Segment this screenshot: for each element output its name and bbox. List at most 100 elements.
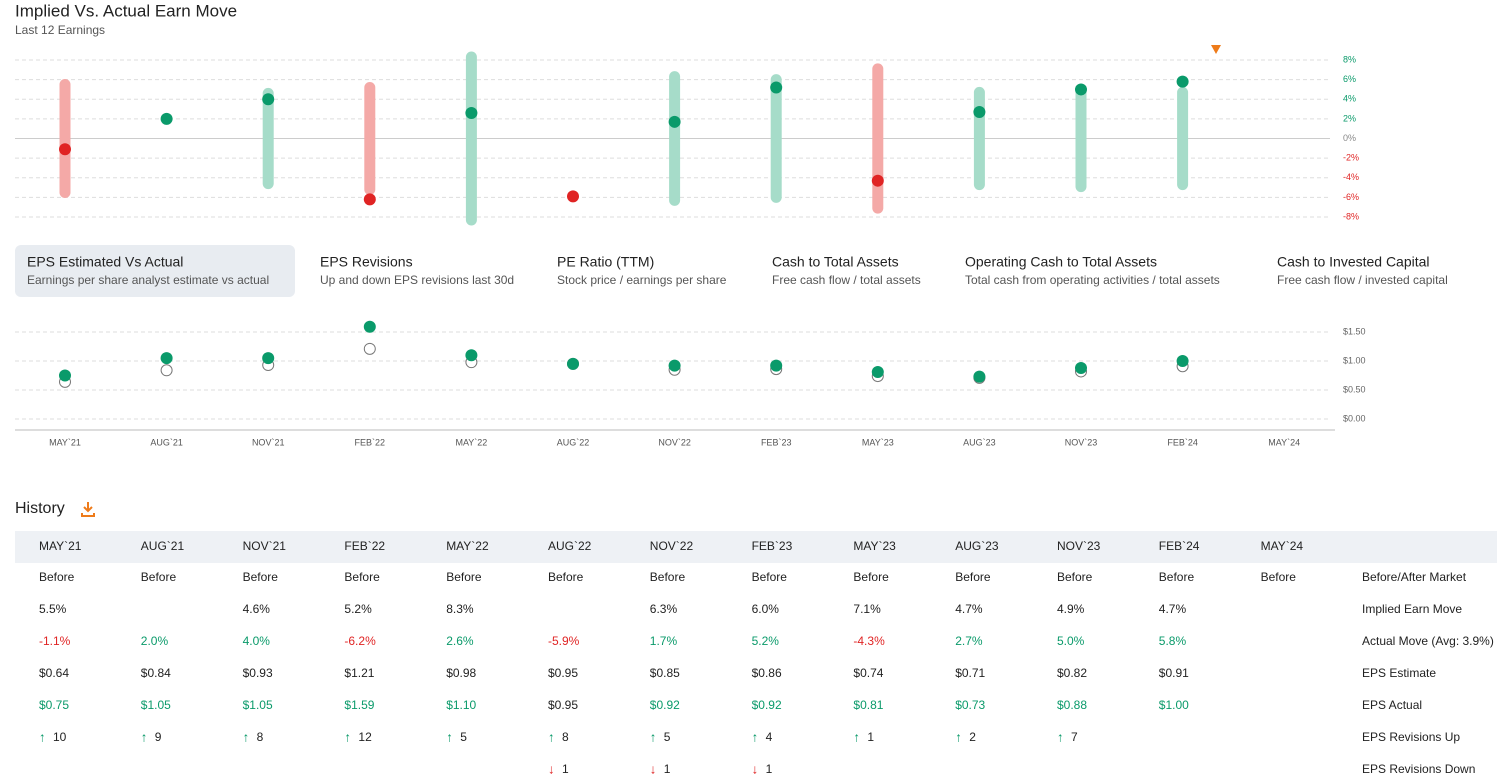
x-tick-label: MAY`24 — [1268, 437, 1300, 447]
table-cell: Before — [39, 570, 75, 584]
y-tick-label: $1.50 — [1343, 326, 1366, 336]
table-cell: $0.95 — [548, 666, 578, 680]
table-cell: 9 — [155, 730, 162, 744]
row-label: Implied Earn Move — [1362, 602, 1462, 616]
y-tick-label: 2% — [1343, 113, 1356, 123]
selected-tab-bg[interactable] — [15, 245, 295, 297]
table-cell: 8 — [562, 730, 569, 744]
arrow-icon: ↑ — [955, 729, 962, 744]
tab-subtitle[interactable]: Up and down EPS revisions last 30d — [320, 273, 514, 287]
actual-dot — [262, 352, 275, 365]
arrow-icon: ↑ — [243, 729, 250, 744]
y-tick-label: 0% — [1343, 133, 1356, 143]
table-cell: Before — [1057, 570, 1093, 584]
table-cell: Before — [1159, 570, 1195, 584]
table-cell: $0.71 — [955, 666, 985, 680]
x-tick-label: FEB`24 — [1167, 437, 1198, 447]
actual-dot — [1176, 75, 1189, 88]
table-cell: $0.64 — [39, 666, 69, 680]
tab-subtitle[interactable]: Free cash flow / total assets — [772, 273, 921, 287]
x-tick-label: FEB`22 — [355, 437, 386, 447]
y-tick-label: $0.50 — [1343, 384, 1366, 394]
tab-title[interactable]: Cash to Invested Capital — [1277, 254, 1430, 270]
table-cell: 4.6% — [243, 602, 271, 616]
table-cell: 5.5% — [39, 602, 67, 616]
column-header: AUG`21 — [141, 539, 185, 553]
actual-dot — [668, 115, 681, 128]
y-tick-label: -8% — [1343, 211, 1359, 221]
table-cell: $0.74 — [853, 666, 883, 680]
actual-dot — [363, 193, 376, 206]
tab-title[interactable]: PE Ratio (TTM) — [557, 254, 654, 270]
actual-dot — [363, 320, 376, 333]
actual-dot — [567, 190, 579, 203]
table-cell: 6.3% — [650, 602, 678, 616]
table-cell: 1 — [664, 762, 671, 776]
tab-title[interactable]: Cash to Total Assets — [772, 254, 899, 270]
y-tick-label: -6% — [1343, 192, 1359, 202]
arrow-icon: ↑ — [853, 729, 860, 744]
tab-title[interactable]: EPS Estimated Vs Actual — [27, 254, 183, 270]
actual-dot — [59, 143, 71, 156]
download-icon[interactable] — [81, 502, 95, 517]
table-cell: 5 — [664, 730, 671, 744]
table-cell: $1.05 — [141, 698, 171, 712]
title: Implied Vs. Actual Earn Move — [15, 1, 237, 20]
column-header: NOV`22 — [650, 539, 694, 553]
table-cell: 5.8% — [1159, 634, 1187, 648]
tab-title[interactable]: EPS Revisions — [320, 254, 413, 270]
row-label: Before/After Market — [1362, 570, 1467, 584]
actual-dot — [262, 93, 275, 106]
table-cell: $1.59 — [344, 698, 374, 712]
y-tick-label: $1.00 — [1343, 355, 1366, 365]
table-cell: Before — [548, 570, 584, 584]
actual-dot — [871, 366, 884, 379]
column-header: MAY`22 — [446, 539, 489, 553]
tab-subtitle[interactable]: Total cash from operating activities / t… — [965, 273, 1220, 287]
table-cell: 8.3% — [446, 602, 474, 616]
tab-title[interactable]: Operating Cash to Total Assets — [965, 254, 1157, 270]
table-cell: $0.75 — [39, 698, 69, 712]
tab-subtitle[interactable]: Free cash flow / invested capital — [1277, 273, 1448, 287]
table-cell: $0.82 — [1057, 666, 1087, 680]
table-cell: 2 — [969, 730, 976, 744]
table-cell: Before — [243, 570, 279, 584]
table-cell: 1 — [766, 762, 773, 776]
actual-dot — [1176, 355, 1189, 367]
tab-subtitle[interactable]: Earnings per share analyst estimate vs a… — [27, 273, 269, 287]
row-label: Actual Move (Avg: 3.9%) — [1362, 634, 1494, 648]
table-cell: $0.88 — [1057, 698, 1087, 712]
x-tick-label: NOV`21 — [252, 437, 285, 447]
table-cell: -4.3% — [853, 634, 885, 648]
actual-dot — [465, 106, 478, 119]
arrow-icon: ↑ — [446, 729, 453, 744]
table-cell: $0.85 — [650, 666, 680, 680]
tab-subtitle[interactable]: Stock price / earnings per share — [557, 273, 727, 287]
table-cell: Before — [853, 570, 889, 584]
table-cell: 7.1% — [853, 602, 881, 616]
table-cell: Before — [650, 570, 686, 584]
table-cell: 1.7% — [650, 634, 678, 648]
arrow-icon: ↑ — [650, 729, 657, 744]
actual-dot — [567, 357, 579, 370]
table-cell: Before — [955, 570, 991, 584]
column-header: AUG`23 — [955, 539, 999, 553]
y-tick-label: $0.00 — [1343, 413, 1366, 423]
table-cell: $1.10 — [446, 698, 476, 712]
actual-dot — [770, 359, 783, 372]
table-cell: 4.0% — [243, 634, 271, 648]
arrow-icon: ↑ — [548, 729, 555, 744]
table-cell: 1 — [562, 762, 569, 776]
arrow-icon: ↑ — [344, 729, 351, 744]
x-tick-label: AUG`21 — [150, 437, 183, 447]
table-cell: $0.95 — [548, 698, 578, 712]
table-cell: 2.0% — [141, 634, 169, 648]
table-cell: Before — [344, 570, 380, 584]
actual-dot — [871, 174, 884, 187]
table-cell: $0.92 — [650, 698, 680, 712]
table-cell: 4 — [766, 730, 773, 744]
table-cell: 4.9% — [1057, 602, 1085, 616]
table-cell: $0.92 — [752, 698, 782, 712]
table-cell: 5.0% — [1057, 634, 1085, 648]
row-label: EPS Revisions Down — [1362, 762, 1475, 776]
